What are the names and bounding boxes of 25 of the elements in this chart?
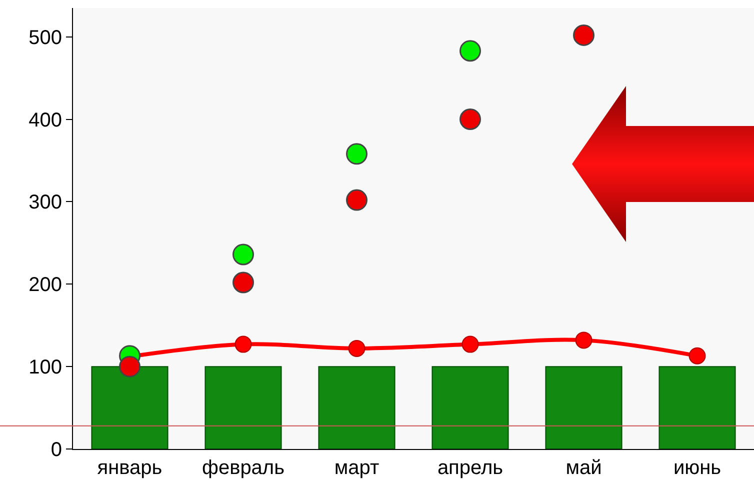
point	[232, 272, 254, 294]
point	[346, 143, 368, 165]
point	[119, 356, 140, 378]
x-tick-label: март	[334, 457, 380, 479]
point	[460, 40, 481, 62]
y-tick-label: 200	[28, 274, 62, 296]
point	[460, 108, 481, 130]
y-tick-label: 300	[28, 192, 62, 214]
x-tick-label: апрель	[437, 457, 504, 479]
y-tick-label: 100	[28, 356, 62, 379]
point	[348, 340, 366, 357]
point	[346, 189, 368, 211]
y-tick-label: 0	[50, 439, 62, 461]
point	[234, 336, 252, 353]
y-tick-label: 500	[28, 26, 62, 49]
y-tick-label: 400	[28, 109, 62, 132]
x-tick-label: январь	[97, 457, 162, 479]
point	[575, 332, 592, 349]
x-tick-label: февраль	[202, 457, 285, 479]
x-tick-label: май	[566, 457, 602, 479]
point	[232, 244, 254, 266]
point	[688, 347, 706, 364]
point	[573, 24, 594, 46]
x-tick-label: июнь	[673, 457, 722, 479]
point	[462, 336, 479, 353]
